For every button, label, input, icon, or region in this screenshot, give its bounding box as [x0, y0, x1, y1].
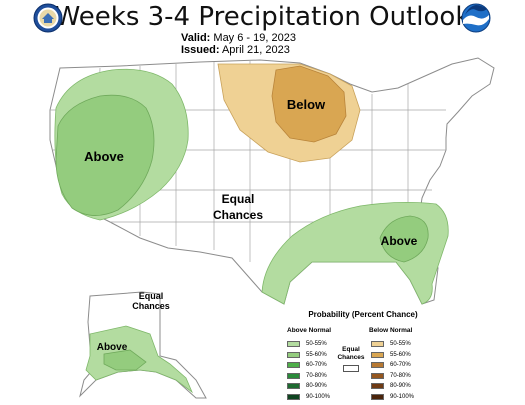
- west-above-label: Above: [84, 149, 124, 164]
- below-legend-item: 80-90%: [371, 382, 411, 390]
- above-legend-swatch: [287, 362, 300, 368]
- above-legend-item: 55-60%: [287, 351, 327, 359]
- above-legend-item: 50-55%: [287, 340, 327, 348]
- issued-label: Issued:: [181, 44, 220, 56]
- midwest-below-label: Below: [287, 97, 326, 112]
- southeast-above-label: Above: [381, 234, 418, 248]
- alaska-above-55-60-area: [103, 349, 147, 371]
- center-equal-label-line2: Chances: [213, 208, 263, 222]
- above-legend-item: 80-90%: [287, 382, 327, 390]
- below-legend-item: 60-70%: [371, 361, 411, 369]
- below-legend-label: 55-60%: [390, 351, 411, 358]
- midwest-below-55-60-area: [271, 65, 347, 143]
- below-legend-swatch: [371, 393, 384, 400]
- below-legend-item: 90-100%: [371, 393, 414, 401]
- below-legend-label: 70-80%: [390, 372, 411, 379]
- above-legend-label: 70-80%: [306, 372, 327, 379]
- issued-value: April 21, 2023: [221, 44, 290, 56]
- legend-below-heading: Below Normal: [369, 327, 413, 334]
- above-legend-label: 60-70%: [306, 362, 327, 368]
- noaa-logo: [461, 3, 491, 33]
- below-legend-swatch: [371, 351, 384, 358]
- above-legend-swatch: [287, 372, 300, 379]
- alaska-equal-label-line2: Chances: [132, 301, 170, 311]
- alaska-above-label: Above: [97, 342, 128, 353]
- below-legend-item: 55-60%: [371, 351, 411, 359]
- southeast-above-55-60-area: [379, 215, 429, 263]
- above-legend-label: 90-100%: [306, 393, 331, 400]
- above-legend-label: 50-55%: [306, 341, 327, 347]
- legend-equal-line1: Equal: [342, 346, 360, 353]
- below-legend-item: 50-55%: [371, 340, 411, 348]
- above-legend-item: 70-80%: [287, 372, 327, 380]
- alaska-equal-label-line1: Equal: [139, 291, 164, 301]
- below-legend-swatch: [371, 372, 384, 379]
- valid-dates: Valid: May 6 - 19, 2023: [181, 32, 296, 44]
- below-legend-swatch: [371, 341, 384, 347]
- below-legend-label: 80-90%: [390, 383, 411, 389]
- legend-equal-swatch: [343, 365, 359, 372]
- above-legend-swatch: [287, 393, 300, 400]
- probability-legend: Probability (Percent Chance) Above Norma…: [283, 310, 523, 405]
- page-title: Weeks 3-4 Precipitation Outlook: [54, 2, 471, 32]
- legend-title: Probability (Percent Chance): [308, 310, 418, 319]
- above-legend-swatch: [287, 351, 300, 358]
- below-legend-swatch: [371, 383, 384, 389]
- below-legend-label: 50-55%: [390, 341, 411, 347]
- above-legend-label: 55-60%: [306, 351, 327, 358]
- west-above-55-60-area: [55, 94, 155, 216]
- above-legend-item: 60-70%: [287, 361, 327, 369]
- center-equal-label-line1: Equal: [222, 192, 255, 206]
- above-legend-swatch: [287, 341, 300, 347]
- below-legend-label: 90-100%: [390, 393, 415, 400]
- above-legend-swatch: [287, 383, 300, 389]
- commerce-seal-logo: [33, 3, 63, 33]
- below-legend-swatch: [371, 362, 384, 368]
- below-legend-item: 70-80%: [371, 372, 411, 380]
- above-legend-label: 80-90%: [306, 383, 327, 389]
- valid-value: May 6 - 19, 2023: [213, 32, 296, 44]
- legend-equal-line2: Chances: [337, 354, 365, 361]
- legend-above-heading: Above Normal: [287, 327, 332, 334]
- below-legend-label: 60-70%: [390, 362, 411, 368]
- legend-equal-label: Equal Chances: [337, 346, 365, 362]
- above-legend-item: 90-100%: [287, 393, 330, 401]
- issued-date: Issued: April 21, 2023: [181, 44, 290, 56]
- valid-label: Valid:: [181, 32, 211, 44]
